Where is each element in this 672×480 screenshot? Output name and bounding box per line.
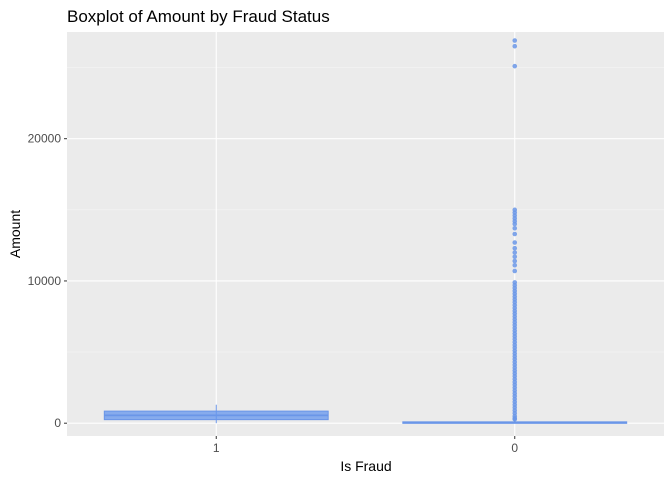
outlier-point (512, 226, 518, 231)
outlier-point (512, 245, 518, 251)
outlier-point (512, 240, 518, 245)
chart-title: Boxplot of Amount by Fraud Status (67, 7, 330, 26)
y-tick-label: 10000 (28, 274, 62, 288)
box-0 (402, 38, 628, 424)
outlier-point (512, 38, 518, 43)
boxplot-marks (103, 38, 628, 424)
axis-ticks: 0 10000 20000 1 0 (28, 132, 519, 455)
y-tick-label: 0 (54, 416, 61, 430)
y-axis-title: Amount (7, 210, 23, 258)
box-1 (103, 404, 329, 424)
y-tick-label: 20000 (28, 132, 62, 146)
plot-panel (67, 32, 664, 436)
outlier-point (512, 231, 518, 237)
x-axis-title: Is Fraud (340, 458, 391, 474)
outlier-point (512, 254, 518, 260)
outlier-point (512, 43, 518, 49)
x-tick-label: 1 (213, 441, 220, 455)
outlier-point (512, 262, 518, 268)
outlier-point (512, 258, 518, 264)
outlier-point (512, 221, 518, 227)
outlier-point (512, 416, 518, 422)
outlier-point (512, 63, 518, 69)
x-tick-label: 0 (511, 441, 518, 455)
outlier-point (512, 250, 518, 255)
outlier-point (512, 268, 518, 274)
